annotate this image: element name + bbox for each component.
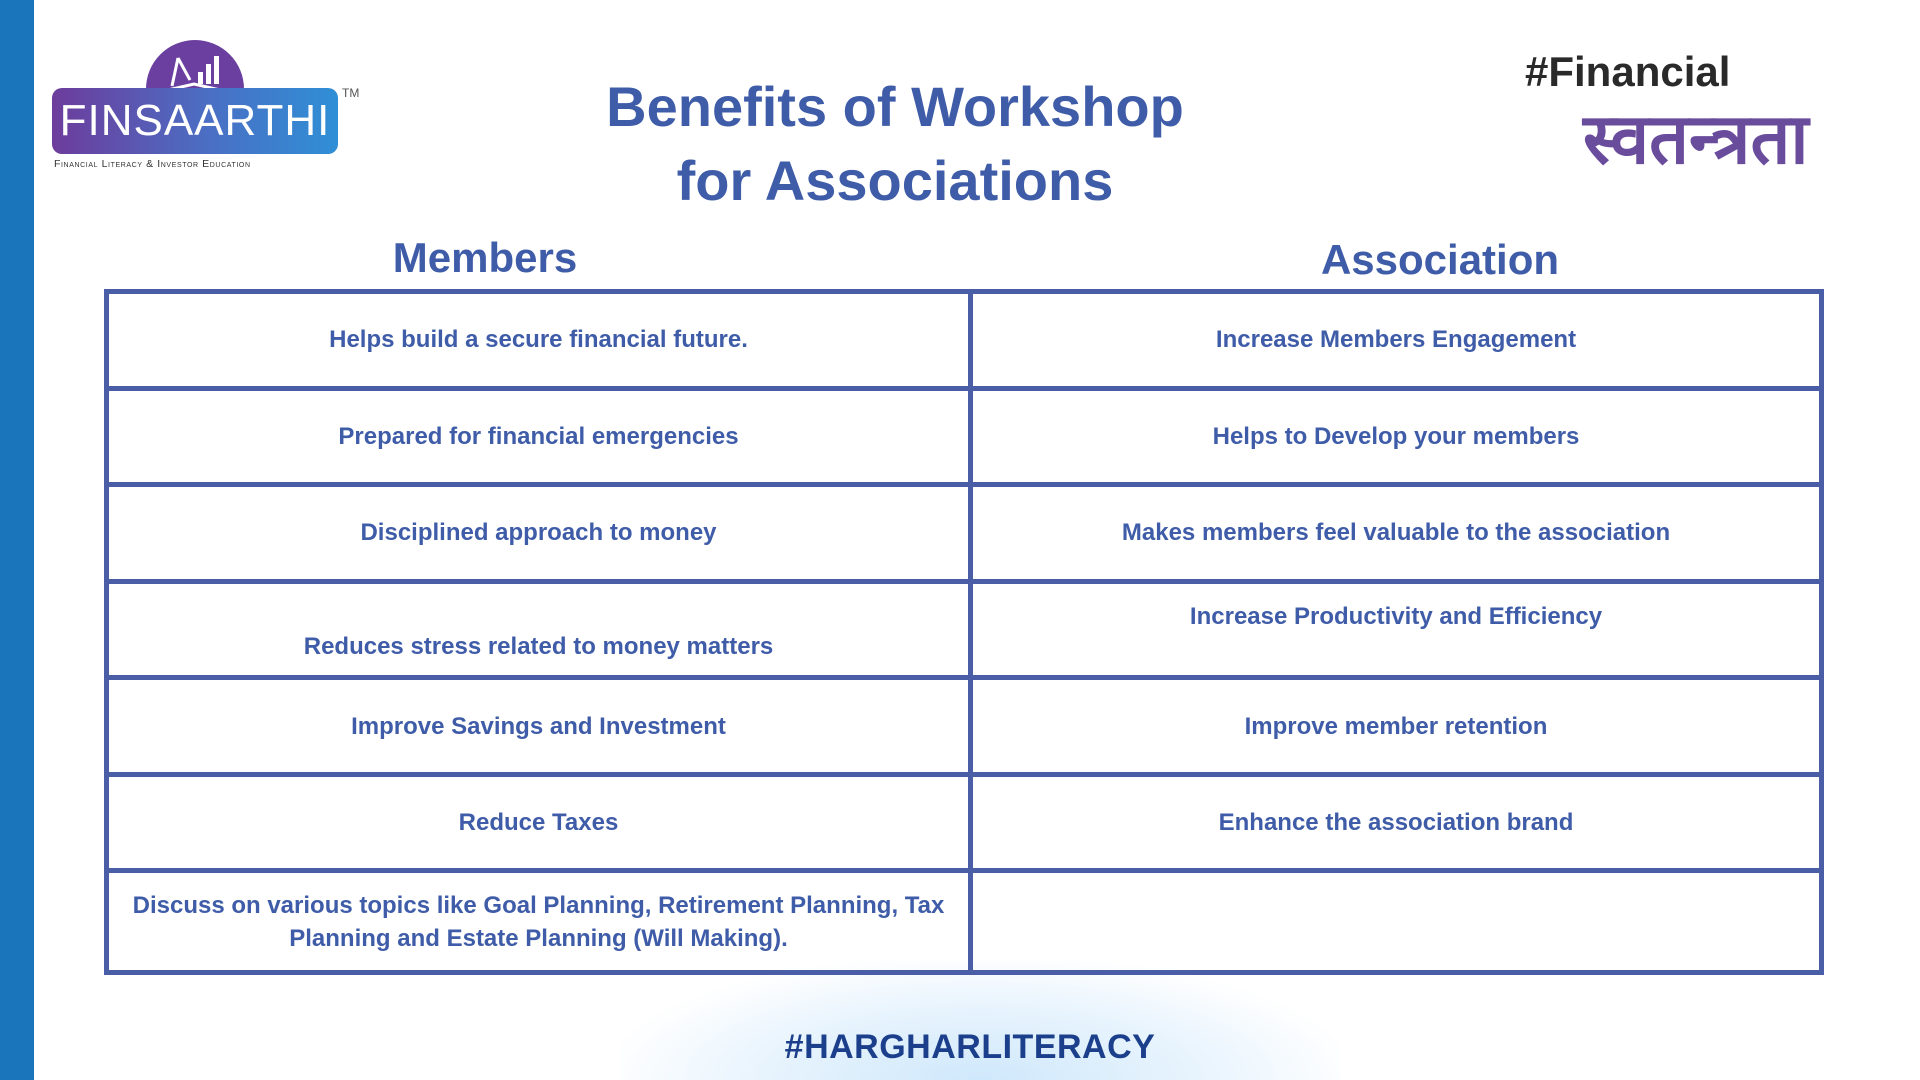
association-benefit-cell: Makes members feel valuable to the assoc… — [973, 487, 1819, 584]
logo-wordmark: FINSAARTHI — [52, 88, 338, 154]
left-accent-bar — [0, 0, 34, 1080]
hashtag-financial: #Financial — [1525, 48, 1731, 95]
member-benefit-cell: Reduces stress related to money matters — [109, 583, 973, 681]
hashtag-swatantrata: स्वतन्त्रता — [1583, 98, 1809, 180]
members-column-header: Members — [392, 234, 578, 281]
page-title: Benefits of Workshop for Associations — [540, 70, 1250, 218]
association-benefit-cell: Increase Productivity and Efficiency — [973, 584, 1819, 681]
association-benefit-cell: Helps to Develop your members — [973, 391, 1819, 488]
bottom-glow — [620, 960, 1340, 1080]
trademark-mark: TM — [342, 86, 360, 100]
financial-swatantrata-hashtag: #Financial स्वतन्त्रता — [1525, 48, 1905, 180]
member-benefit-cell: Improve Savings and Investment — [109, 680, 973, 777]
member-benefit-cell: Helps build a secure financial future. — [109, 294, 973, 391]
association-benefit-cell: Increase Members Engagement — [973, 294, 1819, 391]
member-benefit-cell: Discuss on various topics like Goal Plan… — [109, 873, 973, 970]
association-benefit-cell-empty — [973, 873, 1819, 970]
member-benefit-cell: Reduce Taxes — [109, 776, 973, 874]
title-line-1: Benefits of Workshop — [606, 75, 1184, 138]
logo-tagline: Financial Literacy & Investor Education — [54, 158, 251, 170]
association-column-header: Association — [1320, 236, 1560, 283]
member-benefit-cell: Prepared for financial emergencies — [109, 390, 973, 488]
member-benefit-cell: Disciplined approach to money — [109, 487, 973, 584]
benefits-table: Helps build a secure financial future. I… — [104, 289, 1824, 975]
finsaarthi-logo: FINSAARTHI TM Financial Literacy & Inves… — [52, 38, 372, 178]
title-line-2: for Associations — [676, 149, 1114, 212]
association-benefit-cell: Improve member retention — [973, 680, 1819, 777]
harghar-literacy-hashtag: #HARGHARLITERACY — [784, 1028, 1156, 1066]
association-benefit-cell: Enhance the association brand — [973, 777, 1819, 874]
